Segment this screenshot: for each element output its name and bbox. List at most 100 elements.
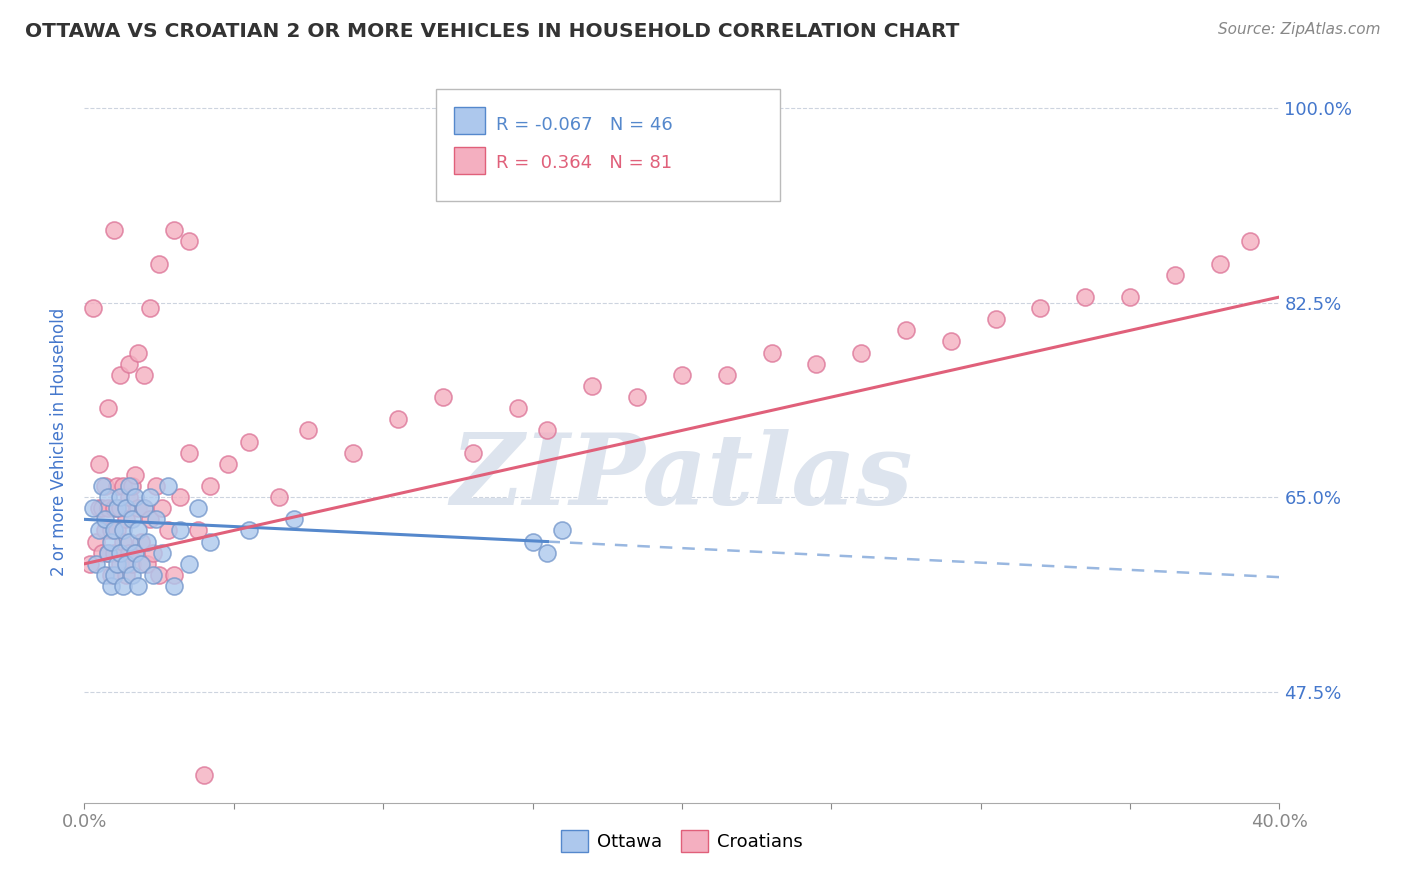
Text: OTTAWA VS CROATIAN 2 OR MORE VEHICLES IN HOUSEHOLD CORRELATION CHART: OTTAWA VS CROATIAN 2 OR MORE VEHICLES IN… xyxy=(25,22,960,41)
Point xyxy=(94,524,117,538)
Point xyxy=(115,557,138,571)
Point xyxy=(139,301,162,315)
Point xyxy=(127,524,149,538)
Point xyxy=(103,501,125,516)
Point xyxy=(132,501,156,516)
Point xyxy=(1209,257,1232,271)
Point xyxy=(581,379,603,393)
Point xyxy=(91,546,114,560)
Point xyxy=(97,490,120,504)
Point xyxy=(103,524,125,538)
Point xyxy=(939,334,962,349)
Point xyxy=(100,579,122,593)
Point xyxy=(121,512,143,526)
Point xyxy=(110,546,132,560)
Point xyxy=(129,534,152,549)
Text: Source: ZipAtlas.com: Source: ZipAtlas.com xyxy=(1218,22,1381,37)
Point xyxy=(100,524,122,538)
Point xyxy=(198,534,221,549)
Point xyxy=(1164,268,1187,282)
Point xyxy=(127,345,149,359)
Point xyxy=(127,579,149,593)
Point xyxy=(506,401,529,416)
Point xyxy=(148,568,170,582)
Text: R =  0.364   N = 81: R = 0.364 N = 81 xyxy=(496,154,672,172)
Point xyxy=(1239,235,1261,249)
Point xyxy=(124,546,146,560)
Point xyxy=(86,534,108,549)
Point xyxy=(105,524,128,538)
Point xyxy=(127,501,149,516)
Point xyxy=(1029,301,1052,315)
Point xyxy=(89,524,111,538)
Text: R = -0.067   N = 46: R = -0.067 N = 46 xyxy=(496,116,673,134)
Point xyxy=(716,368,738,382)
Point xyxy=(187,501,209,516)
Point xyxy=(86,557,108,571)
Point xyxy=(89,501,111,516)
Point xyxy=(136,534,159,549)
Point xyxy=(118,534,141,549)
Point xyxy=(124,467,146,482)
Y-axis label: 2 or more Vehicles in Household: 2 or more Vehicles in Household xyxy=(49,308,67,575)
Legend: Ottawa, Croatians: Ottawa, Croatians xyxy=(554,822,810,859)
Point xyxy=(115,512,138,526)
Point xyxy=(89,457,111,471)
Point xyxy=(94,479,117,493)
Point xyxy=(94,512,117,526)
Point xyxy=(129,557,152,571)
Point xyxy=(163,579,186,593)
Point xyxy=(984,312,1007,326)
Point xyxy=(177,557,200,571)
Point xyxy=(97,501,120,516)
Point xyxy=(806,357,828,371)
Point xyxy=(118,490,141,504)
Point xyxy=(82,501,104,516)
Point xyxy=(124,546,146,560)
Point xyxy=(894,323,917,337)
Point xyxy=(112,534,135,549)
Point xyxy=(169,490,191,504)
Point xyxy=(103,223,125,237)
Point xyxy=(132,368,156,382)
Point xyxy=(121,479,143,493)
Point xyxy=(118,546,141,560)
Point xyxy=(145,512,167,526)
Point xyxy=(1119,290,1142,304)
Point xyxy=(103,546,125,560)
Point xyxy=(177,235,200,249)
Point xyxy=(94,568,117,582)
Point xyxy=(139,512,162,526)
Point xyxy=(150,546,173,560)
Point xyxy=(342,445,364,459)
Point xyxy=(671,368,693,382)
Point xyxy=(112,524,135,538)
Point xyxy=(163,568,186,582)
Point xyxy=(761,345,783,359)
Point xyxy=(522,534,544,549)
Point xyxy=(82,301,104,315)
Point xyxy=(105,501,128,516)
Point xyxy=(110,501,132,516)
Point xyxy=(105,557,128,571)
Text: ZIPatlas: ZIPatlas xyxy=(451,429,912,526)
Point xyxy=(110,557,132,571)
Point xyxy=(115,501,138,516)
Point xyxy=(97,401,120,416)
Point xyxy=(267,490,290,504)
Point xyxy=(150,501,173,516)
Point xyxy=(121,568,143,582)
Point xyxy=(193,768,215,782)
Point xyxy=(118,479,141,493)
Point xyxy=(145,479,167,493)
Point xyxy=(118,357,141,371)
Point xyxy=(100,534,122,549)
Point xyxy=(297,424,319,438)
Point xyxy=(432,390,454,404)
Point xyxy=(132,501,156,516)
Point xyxy=(551,524,574,538)
Point xyxy=(91,479,114,493)
Point xyxy=(100,568,122,582)
Point xyxy=(105,479,128,493)
Point xyxy=(187,524,209,538)
